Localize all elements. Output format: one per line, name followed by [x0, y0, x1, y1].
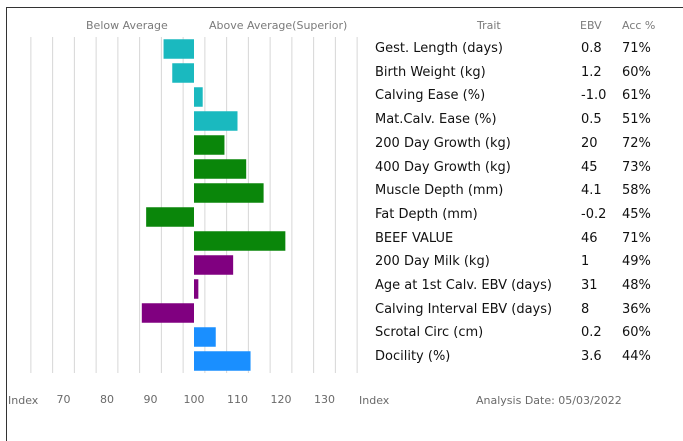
trait-name: Calving Interval EBV (days)	[375, 301, 553, 317]
trait-acc: 60%	[622, 64, 651, 80]
trait-row: 200 Day Growth (kg) 20 72%	[375, 136, 675, 160]
trait-name: Scrotal Circ (cm)	[375, 325, 484, 341]
bar-8	[146, 207, 194, 227]
trait-acc: 61%	[622, 88, 651, 104]
trait-row: Mat.Calv. Ease (%) 0.5 51%	[375, 112, 675, 136]
bar-7	[194, 183, 264, 203]
trait-name: Docility (%)	[375, 349, 451, 365]
trait-ebv: 1.2	[581, 64, 602, 80]
trait-name: Fat Depth (mm)	[375, 206, 478, 222]
below-average-label: Below Average	[86, 19, 168, 32]
analysis-date: Analysis Date: 05/03/2022	[476, 394, 622, 407]
trait-row: 400 Day Growth (kg) 45 73%	[375, 160, 675, 184]
index-axis-label-right: Index	[359, 394, 390, 407]
trait-name: 200 Day Growth (kg)	[375, 135, 511, 151]
trait-ebv: 31	[581, 278, 598, 293]
chart-frame	[6, 7, 683, 441]
trait-ebv: 0.8	[581, 41, 602, 56]
above-average-label: Above Average(Superior)	[209, 19, 348, 32]
trait-ebv: -0.2	[581, 206, 607, 222]
trait-ebv: 8	[581, 301, 590, 317]
trait-acc: 60%	[622, 325, 651, 341]
x-tick-label: 130	[314, 393, 335, 406]
bar-13	[194, 327, 216, 347]
bar-6	[194, 159, 247, 179]
trait-acc: 45%	[622, 206, 651, 222]
trait-ebv: 3.6	[581, 349, 602, 365]
trait-column-header: Trait	[477, 19, 501, 32]
trait-name: Age at 1st Calv. EBV (days)	[375, 278, 552, 293]
acc-column-header: Acc %	[622, 19, 656, 32]
trait-name: Calving Ease (%)	[375, 88, 486, 104]
bar-5	[194, 135, 225, 155]
trait-acc: 49%	[622, 254, 651, 270]
x-tick-label: 100	[184, 393, 205, 406]
trait-acc: 73%	[622, 159, 651, 175]
bar-11	[194, 279, 199, 299]
bar-1	[163, 39, 194, 59]
trait-ebv: 46	[581, 230, 598, 246]
index-axis-label-left: Index	[8, 394, 39, 407]
trait-row: BEEF VALUE 46 71%	[375, 231, 675, 255]
trait-row: Birth Weight (kg) 1.2 60%	[375, 65, 675, 89]
trait-ebv: 20	[581, 135, 598, 151]
trait-name: Muscle Depth (mm)	[375, 183, 504, 199]
trait-name: 200 Day Milk (kg)	[375, 254, 490, 270]
trait-ebv: 45	[581, 159, 598, 175]
trait-row: Muscle Depth (mm) 4.1 58%	[375, 183, 675, 207]
trait-acc: 48%	[622, 278, 651, 293]
trait-acc: 71%	[622, 41, 651, 56]
trait-name: 400 Day Growth (kg)	[375, 159, 511, 175]
trait-row: 200 Day Milk (kg) 1 49%	[375, 254, 675, 278]
bar-4	[194, 111, 238, 131]
trait-acc: 72%	[622, 135, 651, 151]
trait-acc: 44%	[622, 349, 651, 365]
ebv-column-header: EBV	[580, 19, 602, 32]
trait-row: Calving Ease (%) -1.0 61%	[375, 88, 675, 112]
x-tick-label: 80	[100, 393, 114, 406]
trait-ebv: 0.5	[581, 112, 602, 128]
trait-name: Gest. Length (days)	[375, 41, 504, 56]
trait-acc: 58%	[622, 183, 651, 199]
trait-acc: 36%	[622, 301, 651, 317]
trait-name: Birth Weight (kg)	[375, 64, 486, 80]
x-tick-label: 90	[144, 393, 158, 406]
trait-ebv: 1	[581, 254, 590, 270]
x-tick-label: 120	[271, 393, 292, 406]
trait-name: BEEF VALUE	[375, 230, 454, 246]
trait-ebv: -1.0	[581, 88, 607, 104]
trait-ebv: 0.2	[581, 325, 602, 341]
trait-name: Mat.Calv. Ease (%)	[375, 112, 497, 128]
trait-ebv: 4.1	[581, 183, 602, 199]
trait-acc: 71%	[622, 230, 651, 246]
bar-9	[194, 231, 286, 251]
x-tick-label: 70	[57, 393, 71, 406]
bar-14	[194, 351, 251, 371]
bar-12	[141, 303, 194, 323]
bar-2	[172, 63, 194, 83]
trait-row: Gest. Length (days) 0.8 71%	[375, 41, 675, 65]
trait-row: Scrotal Circ (cm) 0.2 60%	[375, 325, 675, 349]
trait-row: Age at 1st Calv. EBV (days) 31 48%	[375, 278, 675, 302]
trait-acc: 51%	[622, 112, 651, 128]
trait-row: Calving Interval EBV (days) 8 36%	[375, 302, 675, 326]
x-tick-label: 110	[227, 393, 248, 406]
trait-row: Docility (%) 3.6 44%	[375, 349, 675, 373]
trait-row: Fat Depth (mm) -0.2 45%	[375, 207, 675, 231]
bar-10	[194, 255, 234, 275]
bar-3	[194, 87, 203, 107]
